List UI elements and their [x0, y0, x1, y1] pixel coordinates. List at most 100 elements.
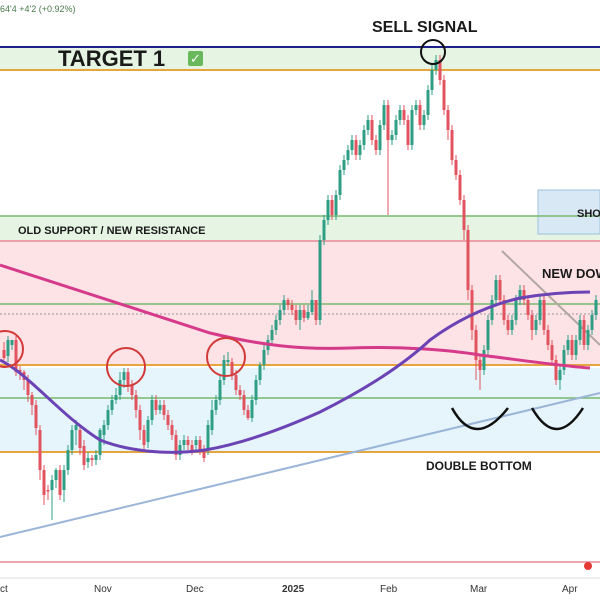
candle-body — [402, 110, 406, 120]
candle-body — [138, 410, 142, 430]
candle-body — [478, 360, 482, 370]
candle-body — [438, 60, 442, 80]
candle-body — [178, 445, 182, 455]
candle-body — [130, 385, 134, 395]
candle-body — [242, 395, 246, 410]
candle-body — [394, 120, 398, 135]
candle-body — [382, 105, 386, 125]
candle-body — [342, 160, 346, 170]
candle-body — [18, 370, 22, 372]
candle-body — [442, 80, 446, 110]
candle-body — [586, 330, 590, 345]
candles-group — [2, 55, 598, 520]
candle-body — [110, 400, 114, 410]
candle-body — [450, 130, 454, 160]
candle-body — [122, 372, 126, 380]
candle-body — [498, 280, 502, 300]
candle-body — [486, 320, 490, 350]
candle-body — [458, 175, 462, 200]
candle-body — [366, 120, 370, 130]
candle-body — [574, 340, 578, 355]
candle-body — [126, 372, 130, 385]
lightning-icon — [584, 562, 592, 570]
candle-body — [422, 115, 426, 125]
candle-body — [330, 200, 334, 215]
candle-body — [174, 435, 178, 455]
candle-body — [378, 125, 382, 150]
candle-body — [2, 350, 6, 358]
candle-body — [274, 320, 278, 330]
candle-body — [86, 458, 90, 462]
candle-body — [150, 400, 154, 420]
sell-signal-circle — [420, 39, 446, 65]
candle-body — [526, 300, 530, 315]
candle-body — [462, 200, 466, 230]
short-box — [537, 189, 600, 235]
candle-body — [494, 280, 498, 300]
candle-body — [350, 140, 354, 150]
candle-body — [194, 440, 198, 445]
ma-fast-line — [0, 290, 591, 454]
candle-body — [590, 315, 594, 330]
candle-body — [206, 425, 210, 450]
check-mark: ✓ — [190, 52, 201, 67]
candle-body — [50, 480, 54, 490]
candle-body — [414, 105, 418, 110]
candle-body — [426, 90, 430, 115]
candle-body — [302, 310, 306, 318]
candle-body — [322, 220, 326, 240]
light-blue-zone — [0, 368, 600, 452]
candle-body — [102, 425, 106, 435]
candle-body — [446, 110, 450, 130]
candle-body — [26, 380, 30, 395]
candle-body — [522, 290, 526, 300]
candle-body — [294, 310, 298, 320]
candle-body — [406, 120, 410, 145]
ma-slow-line — [0, 263, 591, 370]
resistance-circle-1 — [0, 330, 24, 368]
candle-body — [298, 310, 302, 320]
candle-body — [66, 450, 70, 470]
x-tick-apr: Apr — [562, 584, 578, 595]
candle-body — [154, 400, 158, 410]
candle-body — [338, 170, 342, 195]
candle-body — [146, 420, 150, 442]
candle-body — [374, 140, 378, 150]
candle-body — [398, 110, 402, 120]
candle-body — [434, 60, 438, 70]
candle-body — [538, 300, 542, 320]
candle-body — [170, 425, 174, 435]
x-tick-dec: Dec — [186, 584, 204, 595]
candle-body — [46, 490, 50, 492]
candle-body — [30, 395, 34, 405]
candle-body — [6, 340, 10, 356]
candle-body — [166, 415, 170, 425]
candle-body — [254, 380, 258, 400]
sell-signal-label: SELL SIGNAL — [372, 19, 478, 36]
candle-body — [346, 150, 350, 160]
candle-body — [94, 455, 98, 460]
candle-body — [190, 445, 194, 450]
candle-body — [562, 350, 566, 370]
resistance-circle-3 — [206, 337, 246, 377]
candle-body — [214, 400, 218, 410]
candle-body — [326, 200, 330, 220]
candle-body — [546, 330, 550, 345]
candle-body — [62, 470, 66, 490]
candle-body — [222, 360, 226, 380]
candle-body — [566, 340, 570, 350]
candle-body — [182, 440, 186, 445]
candle-body — [582, 320, 586, 345]
candle-body — [286, 300, 290, 305]
candle-body — [410, 110, 414, 145]
candle-body — [518, 290, 522, 300]
candle-body — [90, 458, 94, 460]
candle-body — [578, 320, 582, 340]
candle-body — [386, 105, 390, 140]
candle-body — [106, 410, 110, 425]
double-bottom-arc-1 — [450, 407, 509, 431]
candle-body — [334, 195, 338, 215]
candle-body — [14, 340, 18, 372]
header-text: 64'4 +4'2 (+0.92%) — [0, 4, 76, 14]
